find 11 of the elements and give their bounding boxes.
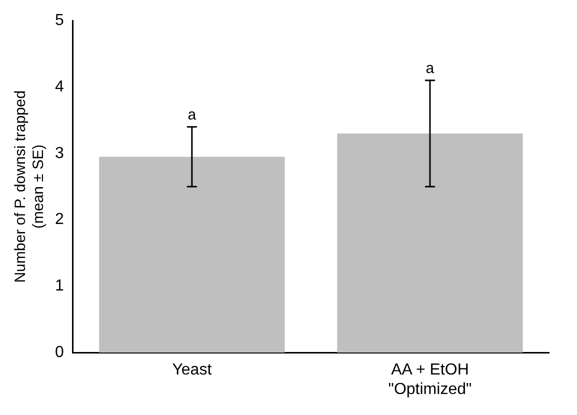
y-tick-label: 2	[54, 211, 64, 228]
annotation: a	[426, 60, 435, 77]
x-tick-label: AA + EtOH "Optimized"	[388, 362, 472, 398]
y-tick-label: 5	[54, 12, 64, 30]
y-axis-title: Number of P. downsi trapped (mean ± SE)	[12, 90, 48, 283]
x-tick-label: Yeast	[172, 362, 212, 379]
y-tick-label: 3	[54, 144, 64, 162]
annotation: a	[188, 106, 197, 124]
y-tick-label: 4	[54, 78, 64, 96]
y-tick-label: 1	[54, 278, 64, 295]
y-tick-label: 0	[54, 344, 64, 362]
